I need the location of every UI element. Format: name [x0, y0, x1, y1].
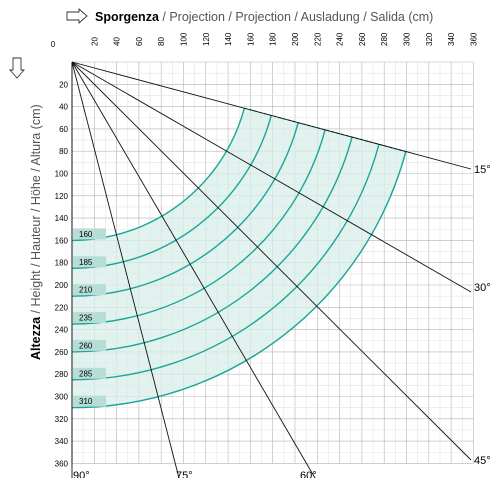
angle-label: 30°: [474, 282, 491, 294]
y-tick-label: 280: [55, 370, 69, 379]
y-tick-label: 160: [55, 236, 69, 245]
y-tick-label: 80: [59, 147, 68, 156]
arm-arc: [71, 144, 380, 381]
angle-label: 90°: [73, 470, 90, 478]
operating-range-area: [72, 108, 406, 408]
arm-length-chip: [73, 395, 106, 407]
angle-ray: [71, 61, 180, 478]
x-tick-labels: 20 40 60 80 100 120 140 160 180 200 220 240 260 280 30…: [90, 32, 478, 46]
arm-length-chip: [73, 228, 106, 240]
x-tick-label: 80: [157, 37, 166, 46]
x-tick-label: 20: [90, 37, 99, 46]
angle-ray: [71, 61, 472, 170]
x-tick-label: 40: [113, 37, 122, 46]
x-tick-label: 260: [358, 32, 367, 46]
range-fill: [72, 108, 406, 408]
arm-length-label: 285: [79, 369, 93, 378]
y-tick-label: 140: [55, 214, 69, 223]
arm-arc: [71, 151, 407, 409]
x-tick-label: 280: [380, 32, 389, 46]
angle-rays: [71, 61, 472, 478]
arm-arc: [71, 122, 299, 297]
y-axis-title: Altezza / Height / Hauteur / Höhe / Altu…: [29, 104, 43, 360]
angle-labels: 15° 30° 45° 60° 75° 90°: [73, 164, 491, 478]
x-tick-label: 220: [313, 32, 322, 46]
y-tick-label: 320: [55, 415, 69, 424]
arm-length-chip: [73, 312, 106, 324]
y-tick-label: 20: [59, 80, 68, 89]
y-tick-label: 340: [55, 437, 69, 446]
arm-length-label: 210: [79, 286, 93, 295]
arm-length-label: 235: [79, 314, 93, 323]
arm-length-chip: [73, 367, 106, 379]
y-tick-label: 240: [55, 326, 69, 335]
arm-arc: [71, 136, 353, 353]
angle-label: 15°: [474, 164, 491, 176]
y-tick-label: 180: [55, 259, 69, 268]
angle-ray: [71, 61, 472, 461]
y-tick-label: 100: [55, 170, 69, 179]
x-tick-label: 160: [246, 32, 255, 46]
y-tick-label: 360: [55, 459, 69, 468]
x-axis-title: Sporgenza / Projection / Projection / Au…: [95, 10, 433, 24]
x-tick-label: 180: [269, 32, 278, 46]
y-tick-labels: 20 40 60 80 100 120 140 160 180 200 220 240 260 280 30…: [55, 80, 69, 468]
angle-ray: [71, 61, 472, 293]
angle-label: 45°: [474, 455, 491, 467]
x-tick-label: 140: [224, 32, 233, 46]
x-tick-zero: 0: [51, 40, 56, 49]
x-tick-label: 60: [135, 37, 144, 46]
x-tick-label: 200: [291, 32, 300, 46]
arm-arc: [71, 115, 272, 269]
x-arrow-icon: [66, 8, 88, 24]
y-arrow-icon: [9, 57, 25, 79]
arm-arc: [71, 129, 326, 325]
arm-length-label: 260: [79, 341, 93, 350]
x-tick-label: 300: [403, 32, 412, 46]
arm-length-chip: [73, 339, 106, 351]
arm-length-label: 310: [79, 397, 93, 406]
y-tick-label: 120: [55, 192, 69, 201]
arm-length-labels: 160 185 210 235 260 285 310: [73, 228, 106, 407]
y-tick-label: 300: [55, 393, 69, 402]
arm-length-label: 160: [79, 230, 93, 239]
angle-label: 60°: [300, 470, 317, 478]
y-tick-label: 220: [55, 303, 69, 312]
arm-length-label: 185: [79, 258, 93, 267]
y-tick-label: 40: [59, 103, 68, 112]
arm-length-chip: [73, 256, 106, 268]
y-tick-label: 200: [55, 281, 69, 290]
x-tick-label: 320: [425, 32, 434, 46]
angle-label: 75°: [176, 470, 193, 478]
arm-length-chip: [73, 284, 106, 296]
x-tick-label: 360: [469, 32, 478, 46]
y-tick-label: 260: [55, 348, 69, 357]
x-tick-label: 340: [447, 32, 456, 46]
x-tick-label: 240: [336, 32, 345, 46]
angle-ray: [71, 61, 316, 478]
x-tick-label: 100: [180, 32, 189, 46]
x-tick-label: 120: [202, 32, 211, 46]
y-tick-label: 60: [59, 125, 68, 134]
